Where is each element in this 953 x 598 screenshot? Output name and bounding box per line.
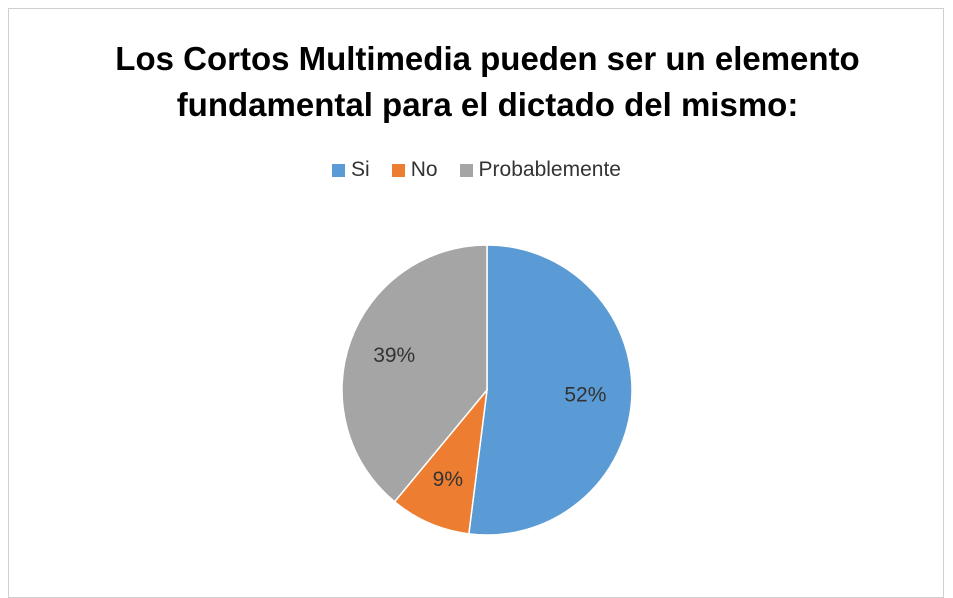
chart: 52% 9% 39% <box>341 244 633 536</box>
data-label: 9% <box>433 468 463 491</box>
data-label: 52% <box>564 384 606 407</box>
pie-slice <box>341 244 488 503</box>
data-label: 39% <box>373 344 415 367</box>
legend-label: Si <box>351 158 370 181</box>
pie-slice <box>393 387 489 535</box>
legend-swatch <box>391 163 405 177</box>
legend-label: No <box>410 158 438 181</box>
pie-slice <box>467 244 633 536</box>
legend-item: Probablemente <box>459 158 621 182</box>
legend: Si No Probablemente <box>0 158 953 182</box>
legend-item: No <box>391 158 438 182</box>
legend-item: Si <box>332 158 370 182</box>
legend-label: Probablemente <box>478 158 621 181</box>
page: Los Cortos Multimedia pueden ser un elem… <box>0 8 953 598</box>
chart-title: Los Cortos Multimedia pueden ser un elem… <box>115 40 860 123</box>
legend-swatch <box>332 163 345 177</box>
legend-swatch <box>459 163 473 177</box>
